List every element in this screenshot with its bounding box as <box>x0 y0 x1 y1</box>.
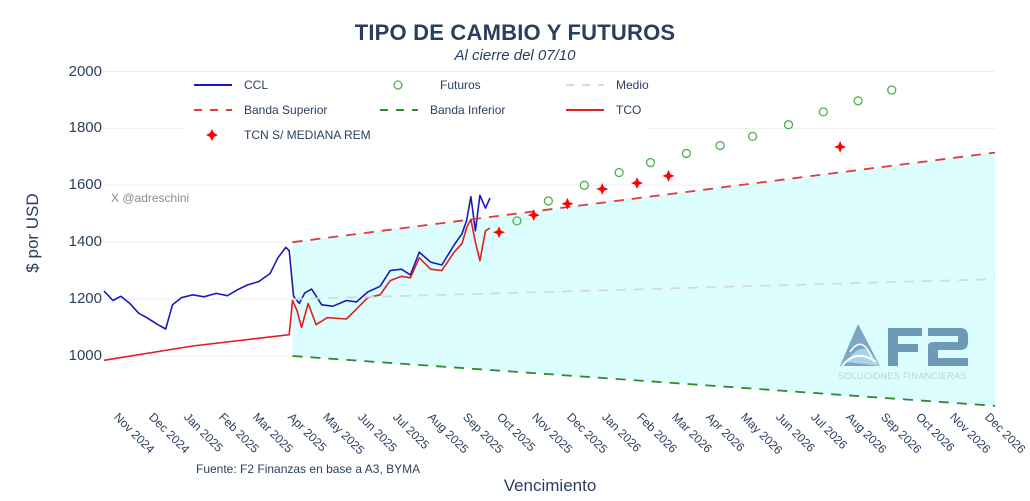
futuros-marker <box>887 85 897 95</box>
series-tco <box>103 218 491 362</box>
rem-diamond-marker <box>527 209 540 222</box>
y-tick-label: 2000 <box>68 62 102 80</box>
open-circle-icon <box>393 80 403 90</box>
rem-diamond-marker <box>631 177 644 190</box>
legend-label: CCL <box>244 78 269 92</box>
solid-line-icon <box>194 84 232 86</box>
solid-line-icon <box>566 109 604 111</box>
futuros-marker <box>853 96 863 106</box>
legend-label: TCN S/ MEDIANA REM <box>244 128 371 142</box>
y-tick-label: 1800 <box>68 119 102 137</box>
series-banda-inferior <box>292 355 996 407</box>
y-tick-label: 1200 <box>68 290 102 308</box>
legend-item-futuros[interactable]: Futuros <box>386 78 481 92</box>
chart-subtitle: Al cierre del 07/10 <box>454 47 576 64</box>
legend-item-banda-superior[interactable]: Banda Superior <box>192 103 327 117</box>
band-fill-area <box>292 152 995 406</box>
rem-diamond-marker <box>596 182 609 195</box>
legend-item-tcn-rem[interactable]: TCN S/ MEDIANA REM <box>192 128 371 142</box>
legend-item-banda-inferior[interactable]: Banda Inferior <box>378 103 505 117</box>
dashed-line-icon <box>194 109 232 111</box>
futuros-marker <box>579 180 589 190</box>
logo-tagline: SOLUCIONES FINANCIERAS <box>838 371 967 381</box>
legend-item-ccl[interactable]: CCL <box>192 78 268 92</box>
futuros-marker <box>543 196 554 206</box>
diamond-marker-icon <box>206 129 218 141</box>
legend: CCL Futuros Medio Banda Superior Banda I… <box>186 72 649 150</box>
legend-item-tco[interactable]: TCO <box>564 103 641 117</box>
series-ccl <box>103 194 491 330</box>
futuros-marker <box>681 148 692 159</box>
rem-diamond-marker <box>561 197 574 210</box>
legend-label: Medio <box>616 78 649 92</box>
dashed-line-icon <box>566 84 604 86</box>
series-medio <box>292 278 996 300</box>
legend-label: Banda Inferior <box>430 103 506 117</box>
y-tick-label: 1000 <box>68 347 102 364</box>
f2-logo-icon <box>840 324 968 367</box>
futuros-marker <box>715 140 725 151</box>
y-axis-label: $ por USD <box>23 193 42 273</box>
legend-label: Banda Superior <box>244 103 328 117</box>
futuros-marker <box>614 167 624 178</box>
legend-item-medio[interactable]: Medio <box>564 78 649 92</box>
rem-diamond-marker <box>662 169 675 182</box>
dashed-line-icon <box>380 109 418 111</box>
markers-layer <box>493 85 897 239</box>
rem-diamond-marker <box>493 226 506 239</box>
y-tick-label: 1400 <box>68 233 102 251</box>
y-tick-label: 1600 <box>68 176 102 194</box>
watermark: X @adreschini <box>111 191 190 205</box>
rem-diamond-marker <box>834 140 847 153</box>
legend-label: Futuros <box>440 78 481 92</box>
series-layer <box>103 151 996 407</box>
legend-label: TCO <box>616 103 642 117</box>
futuros-marker <box>783 120 794 130</box>
futuros-marker <box>645 157 656 168</box>
x-axis-label: Vencimiento <box>503 476 597 495</box>
source-note: Fuente: F2 Finanzas en base a A3, BYMA <box>196 462 421 476</box>
futuros-marker <box>512 216 522 226</box>
chart-title: TIPO DE CAMBIO Y FUTUROS <box>354 20 676 45</box>
futuros-marker <box>818 107 828 117</box>
futuros-marker <box>747 131 758 142</box>
